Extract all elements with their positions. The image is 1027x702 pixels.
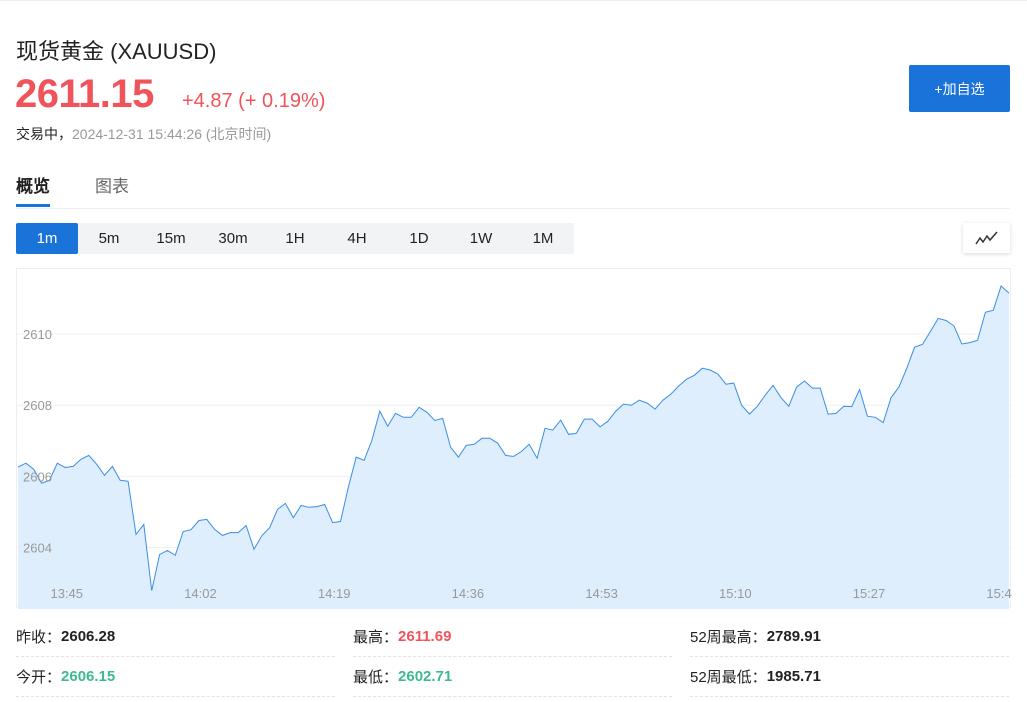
stat-value: 2602.71 <box>398 668 453 685</box>
period-30m[interactable]: 30m <box>218 230 248 247</box>
stats-panel: 昨收： 2606.28 最高： 2611.69 52周最高： 2789.91 今开： 2… <box>16 617 1010 697</box>
stat-label: 52周最高： <box>690 629 767 646</box>
period-15m[interactable]: 15m <box>156 230 186 247</box>
stat-52w-high: 52周最高： 2789.91 <box>690 617 1009 657</box>
stat-low: 最低： 2602.71 <box>353 657 672 697</box>
tab-bar: 概览 图表 <box>16 172 129 207</box>
period-1m[interactable]: 1m <box>16 223 78 254</box>
period-4h[interactable]: 4H <box>347 230 367 247</box>
stat-value: 2611.69 <box>398 628 452 645</box>
stat-label: 昨收： <box>16 629 62 646</box>
price-area <box>18 286 1009 609</box>
period-1mo[interactable]: 1M <box>532 230 554 247</box>
stat-label: 今开： <box>16 669 62 686</box>
stat-value: 1985.71 <box>766 668 821 685</box>
period-1h[interactable]: 1H <box>285 230 305 247</box>
stat-value: 2789.91 <box>766 628 821 645</box>
stat-label: 最低： <box>353 669 399 686</box>
timestamp: 2024-12-31 15:44:26 (北京时间) <box>72 126 272 142</box>
stat-52w-low: 52周最低： 1985.71 <box>690 657 1009 697</box>
x-tick-label: 14:36 <box>452 586 485 601</box>
y-tick-label: 2604 <box>23 541 52 556</box>
tab-overview[interactable]: 概览 <box>16 172 50 207</box>
stat-prev-close: 昨收： 2606.28 <box>16 617 335 657</box>
x-tick-label: 13:45 <box>50 586 83 601</box>
line-chart-icon <box>974 231 998 245</box>
tab-divider <box>16 208 1010 209</box>
period-5m[interactable]: 5m <box>98 230 120 247</box>
period-1d[interactable]: 1D <box>409 230 429 247</box>
status-label: 交易中， <box>16 126 72 142</box>
add-watchlist-button[interactable]: +加自选 <box>909 65 1010 112</box>
x-tick-label: 15:10 <box>719 586 752 601</box>
x-tick-label: 15:44 <box>986 586 1012 601</box>
tab-chart[interactable]: 图表 <box>95 177 129 196</box>
period-selector: 1m 5m 15m 30m 1H 4H 1D 1W 1M <box>16 223 574 254</box>
period-1w[interactable]: 1W <box>469 230 493 247</box>
x-tick-label: 15:27 <box>853 586 886 601</box>
price-change: +4.87 (+ 0.19%) <box>182 90 326 112</box>
price-chart[interactable]: 2604 2606 2608 2610 13:45 14:02 14:19 14:36 14:5… <box>16 268 1012 609</box>
instrument-title: 现货黄金 (XAUUSD) <box>16 39 217 64</box>
x-tick-label: 14:19 <box>318 586 351 601</box>
y-tick-label: 2608 <box>23 398 52 413</box>
y-tick-label: 2610 <box>23 327 52 342</box>
trading-status: 交易中，2024-12-31 15:44:26 (北京时间) <box>16 124 271 144</box>
stat-value: 2606.15 <box>61 668 116 685</box>
chart-svg: 2604 2606 2608 2610 13:45 14:02 14:19 14:36 14:5… <box>17 285 1012 609</box>
top-divider <box>0 0 1027 1</box>
stat-label: 52周最低： <box>690 669 767 686</box>
x-tick-label: 14:53 <box>585 586 618 601</box>
stat-open: 今开： 2606.15 <box>16 657 335 697</box>
stat-value: 2606.28 <box>61 628 116 645</box>
stat-high: 最高： 2611.69 <box>353 617 672 657</box>
last-price: 2611.15 <box>15 72 154 116</box>
stat-label: 最高： <box>353 629 399 646</box>
x-tick-label: 14:02 <box>184 586 217 601</box>
chart-type-button[interactable] <box>963 223 1010 253</box>
y-tick-label: 2606 <box>23 469 52 484</box>
